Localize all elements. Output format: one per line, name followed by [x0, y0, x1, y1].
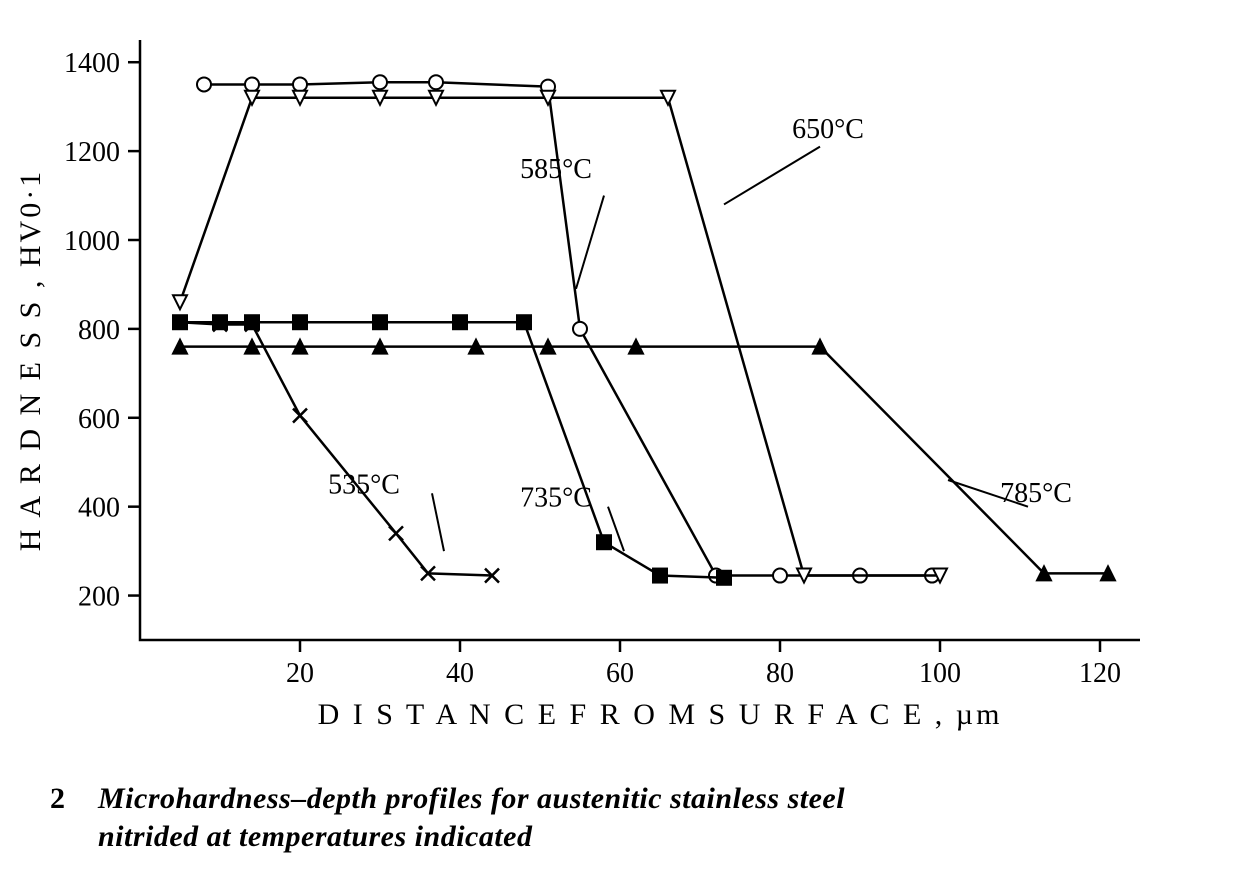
svg-text:785°C: 785°C: [1000, 478, 1072, 509]
svg-text:600: 600: [78, 404, 120, 435]
svg-text:1000: 1000: [64, 226, 120, 257]
svg-text:535°C: 535°C: [328, 469, 400, 500]
caption-line1: Microhardness–depth profiles for austeni…: [98, 782, 845, 815]
svg-text:1200: 1200: [64, 137, 120, 168]
svg-text:40: 40: [446, 658, 474, 689]
svg-text:735°C: 735°C: [520, 483, 592, 514]
svg-text:800: 800: [78, 315, 120, 346]
svg-text:400: 400: [78, 493, 120, 524]
svg-text:D I S T A N C E F R O M: D I S T A N C E F R O M S U R F A C E , …: [318, 698, 1003, 731]
svg-text:60: 60: [606, 658, 634, 689]
hardness-chart: 200 400 600 800 1000 1200 1400 20 40 60 80 100 120 D …: [0, 0, 1236, 877]
figure-number: 2: [50, 780, 90, 818]
svg-text:80: 80: [766, 658, 794, 689]
figure-caption: 2 Microhardness–depth profiles for auste…: [50, 780, 1186, 855]
svg-text:H A R D N E S S , HV0·1: H A R D N E S S , HV0·1: [14, 169, 47, 551]
svg-text:100: 100: [919, 658, 961, 689]
svg-text:650°C: 650°C: [792, 114, 864, 145]
caption-line2: nitrided at temperatures indicated: [98, 820, 533, 853]
svg-text:1400: 1400: [64, 48, 120, 79]
svg-text:585°C: 585°C: [520, 154, 592, 185]
svg-text:200: 200: [78, 582, 120, 613]
svg-text:120: 120: [1079, 658, 1121, 689]
svg-text:20: 20: [286, 658, 314, 689]
